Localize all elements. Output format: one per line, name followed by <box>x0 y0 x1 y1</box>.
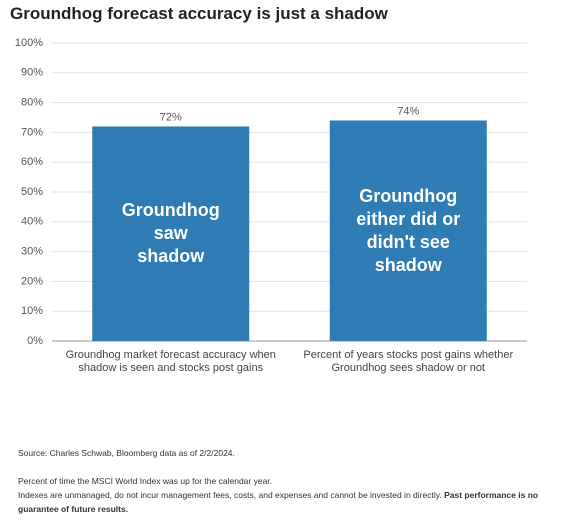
value-label: 72% <box>160 111 182 123</box>
y-tick-label: 80% <box>21 97 43 109</box>
source: Source: Charles Schwab, Bloomberg data a… <box>18 448 235 458</box>
bar-text: Groundhog saw shadow <box>121 200 220 267</box>
y-tick-label: 10% <box>21 305 43 317</box>
y-tick-label: 20% <box>21 275 43 287</box>
y-tick-label: 100% <box>15 37 43 49</box>
note: Percent of time the MSCI World Index was… <box>18 476 273 486</box>
y-tick-label: 60% <box>21 156 43 168</box>
y-tick-label: 0% <box>27 335 43 347</box>
value-label: 74% <box>397 105 419 117</box>
disclaimer: Indexes are unmanaged, do not incur mana… <box>18 490 442 500</box>
bar <box>92 126 250 341</box>
x-tick-label: Groundhog market forecast accuracy when … <box>65 349 276 374</box>
chart-title: Groundhog forecast accuracy is just a sh… <box>10 4 388 23</box>
bar-text: Groundhog either did or didn't see shado… <box>356 185 461 275</box>
x-tick-label: Percent of years stocks post gains wheth… <box>303 349 514 374</box>
bar <box>329 120 487 341</box>
y-tick-label: 50% <box>21 186 43 198</box>
disclaimer-block: Indexes are unmanaged, do not incur mana… <box>18 488 573 516</box>
y-tick-label: 90% <box>21 67 43 79</box>
y-tick-label: 40% <box>21 216 43 228</box>
y-tick-label: 70% <box>21 126 43 138</box>
y-tick-label: 30% <box>21 246 43 258</box>
disclaimer-bold: Past performance is no guarantee of futu… <box>18 490 539 514</box>
